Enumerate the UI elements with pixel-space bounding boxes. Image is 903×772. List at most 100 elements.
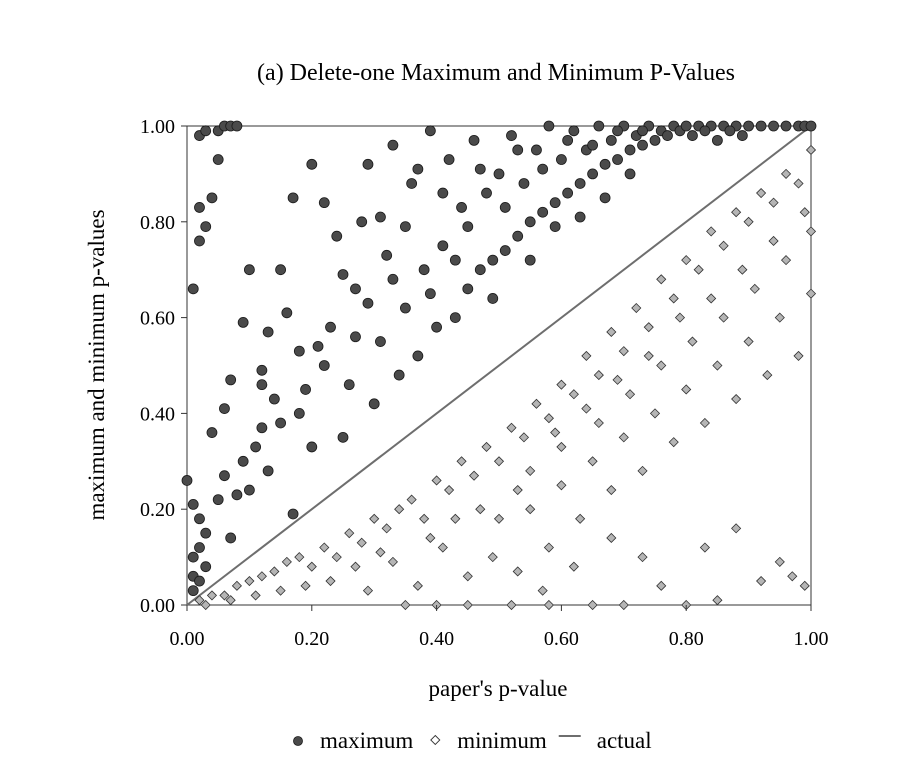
minimum-point <box>406 494 417 505</box>
minimum-point <box>462 571 473 582</box>
minimum-point <box>481 441 492 452</box>
maximum-point <box>399 221 411 232</box>
minimum-point <box>681 384 692 395</box>
maximum-point <box>200 527 212 539</box>
minimum-point <box>756 187 767 199</box>
maximum-point <box>312 340 324 352</box>
maximum-point <box>568 125 580 137</box>
maximum-point <box>194 202 205 213</box>
minimum-point <box>618 346 629 357</box>
minimum-point <box>699 417 710 429</box>
minimum-point <box>581 350 592 361</box>
x-tick-label: 1.00 <box>794 628 829 650</box>
maximum-point <box>593 120 605 132</box>
minimum-point <box>369 513 380 524</box>
minimum-point <box>556 441 567 452</box>
maximum-point <box>250 441 262 453</box>
maximum-point <box>243 264 255 276</box>
minimum-point <box>606 532 617 544</box>
maximum-point <box>574 211 586 223</box>
y-tick-label: 0.20 <box>140 499 175 521</box>
maximum-point <box>474 264 486 276</box>
minimum-point <box>624 389 636 400</box>
minimum-point <box>780 255 792 266</box>
minimum-point <box>381 523 392 534</box>
minimum-point <box>512 566 523 577</box>
maximum-point <box>605 134 617 146</box>
minimum-point <box>731 207 742 218</box>
minimum-point <box>394 504 405 515</box>
maximum-point <box>556 154 567 165</box>
y-axis-ticks: 0.00 0.20 0.40 0.60 0.80 1.00 <box>140 116 187 617</box>
minimum-point <box>556 480 567 491</box>
minimum-point <box>306 561 317 572</box>
maximum-point <box>275 417 287 429</box>
minimum-point <box>743 336 754 347</box>
maximum-point <box>187 585 199 597</box>
maximum-point <box>424 288 436 300</box>
maximum-point <box>362 158 374 170</box>
legend-label-minimum: minimum <box>457 728 547 753</box>
minimum-point <box>437 542 448 553</box>
minimum-point <box>805 144 817 156</box>
maximum-point <box>262 326 274 338</box>
maximum-point <box>637 125 648 137</box>
minimum-point <box>531 398 542 409</box>
minimum-point <box>319 542 330 553</box>
minimum-point <box>450 513 461 524</box>
minimum-point <box>206 590 218 601</box>
minimum-point <box>425 532 436 544</box>
minimum-point <box>219 590 230 601</box>
maximum-point <box>325 321 336 333</box>
minimum-point <box>225 595 236 606</box>
minimum-point <box>356 537 367 548</box>
maximum-point <box>780 120 792 132</box>
maximum-point <box>418 264 430 276</box>
maximum-point <box>368 398 380 410</box>
minimum-point <box>743 216 754 227</box>
maximum-point <box>449 254 461 266</box>
minimum-point <box>543 413 554 424</box>
maximum-point <box>187 551 199 563</box>
y-tick-label: 0.40 <box>140 403 175 425</box>
plot-area <box>181 120 817 611</box>
minimum-point <box>587 599 598 611</box>
maximum-point <box>805 120 817 132</box>
minimum-point <box>656 360 667 371</box>
maximum-point <box>387 273 399 285</box>
minimum-point <box>256 571 267 582</box>
minimum-point <box>269 566 280 577</box>
minimum-point <box>706 293 717 304</box>
minimum-point <box>281 556 292 567</box>
maximum-point <box>599 192 611 204</box>
minimum-point <box>568 561 579 572</box>
maximum-point <box>181 475 193 486</box>
minimum-point <box>668 293 679 304</box>
minimum-point <box>805 288 817 299</box>
maximum-point <box>549 221 561 232</box>
maximum-point <box>318 197 330 209</box>
minimum-point <box>606 484 617 496</box>
minimum-point <box>456 456 467 467</box>
x-axis-ticks: 0.00 0.20 0.40 0.60 0.80 1.00 <box>170 605 829 650</box>
minimum-point <box>768 235 779 247</box>
maximum-point <box>194 542 205 553</box>
minimum-point <box>444 484 455 496</box>
minimum-point <box>643 350 654 361</box>
maximum-point <box>481 187 492 199</box>
minimum-point <box>649 408 661 419</box>
maximum-point <box>206 192 218 204</box>
maximum-point <box>624 144 636 156</box>
minimum-point <box>525 504 536 515</box>
minimum-point <box>200 599 211 611</box>
maximum-point <box>524 254 536 266</box>
minimum-point <box>231 580 242 591</box>
minimum-point <box>674 312 686 323</box>
y-tick-label: 0.00 <box>140 595 175 617</box>
legend-label-actual: actual <box>597 728 652 753</box>
minimum-point <box>475 504 486 515</box>
minimum-point <box>656 274 667 285</box>
minimum-point <box>693 264 704 275</box>
maximum-point <box>219 403 230 415</box>
minimum-point <box>350 561 361 572</box>
